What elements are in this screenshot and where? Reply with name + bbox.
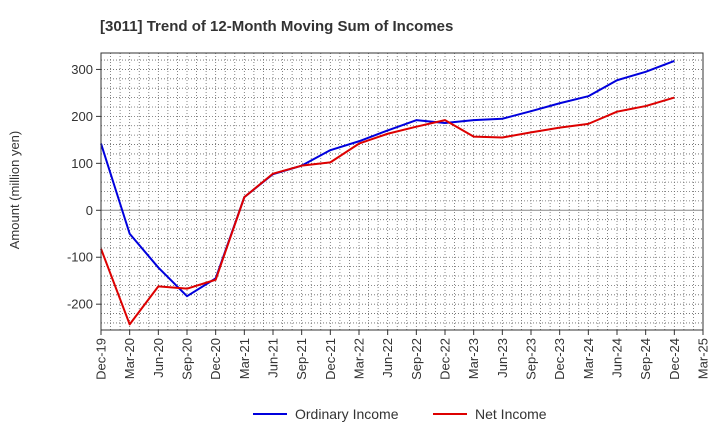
x-tick-label: Sep-23 — [524, 338, 539, 380]
x-tick-label: Dec-19 — [94, 338, 109, 380]
x-tick-label: Jun-24 — [610, 338, 625, 378]
x-tick-label: Jun-21 — [266, 338, 281, 378]
legend-label-net-income: Net Income — [475, 406, 547, 422]
x-tick-label: Sep-22 — [409, 338, 424, 380]
x-tick-label: Dec-22 — [438, 338, 453, 380]
x-tick-label: Sep-20 — [180, 338, 195, 380]
x-tick-label: Jun-22 — [380, 338, 395, 378]
x-tick-label: Dec-23 — [552, 338, 567, 380]
legend-label-ordinary-income: Ordinary Income — [295, 406, 399, 422]
x-tick-label: Jun-20 — [151, 338, 166, 378]
x-tick-label: Mar-25 — [696, 338, 711, 379]
y-axis-label: Amount (million yen) — [7, 131, 22, 250]
x-tick-label: Sep-24 — [638, 338, 653, 380]
y-tick-label: 100 — [71, 156, 93, 171]
grid — [101, 53, 703, 330]
x-tick-label: Mar-22 — [352, 338, 367, 379]
x-tick-label: Dec-20 — [208, 338, 223, 380]
x-tick-label: Sep-21 — [294, 338, 309, 380]
y-axis: -200 -100 0 100 200 300 — [67, 62, 101, 312]
plot-frame — [100, 52, 704, 331]
y-tick-label: 200 — [71, 109, 93, 124]
x-tick-label: Dec-21 — [323, 338, 338, 380]
y-tick-label: 0 — [86, 203, 93, 218]
x-tick-label: Mar-21 — [237, 338, 252, 379]
x-axis: Dec-19 Mar-20 Jun-20 Sep-20 Dec-20 Mar-21 Jun-… — [94, 330, 711, 380]
series-line-ordinary-income — [100, 60, 675, 298]
x-tick-label: Jun-23 — [495, 338, 510, 378]
y-tick-label: 300 — [71, 62, 93, 77]
x-tick-label: Dec-24 — [667, 338, 682, 380]
legend: Ordinary Income Net Income — [253, 406, 547, 422]
x-tick-label: Mar-20 — [122, 338, 137, 379]
series-line-net-income — [100, 96, 675, 326]
y-tick-label: -100 — [67, 250, 93, 265]
x-tick-label: Mar-24 — [581, 338, 596, 379]
x-tick-label: Mar-23 — [466, 338, 481, 379]
y-tick-label: -200 — [67, 297, 93, 312]
series-layer — [100, 60, 675, 326]
chart-title: [3011] Trend of 12-Month Moving Sum of I… — [100, 18, 453, 35]
